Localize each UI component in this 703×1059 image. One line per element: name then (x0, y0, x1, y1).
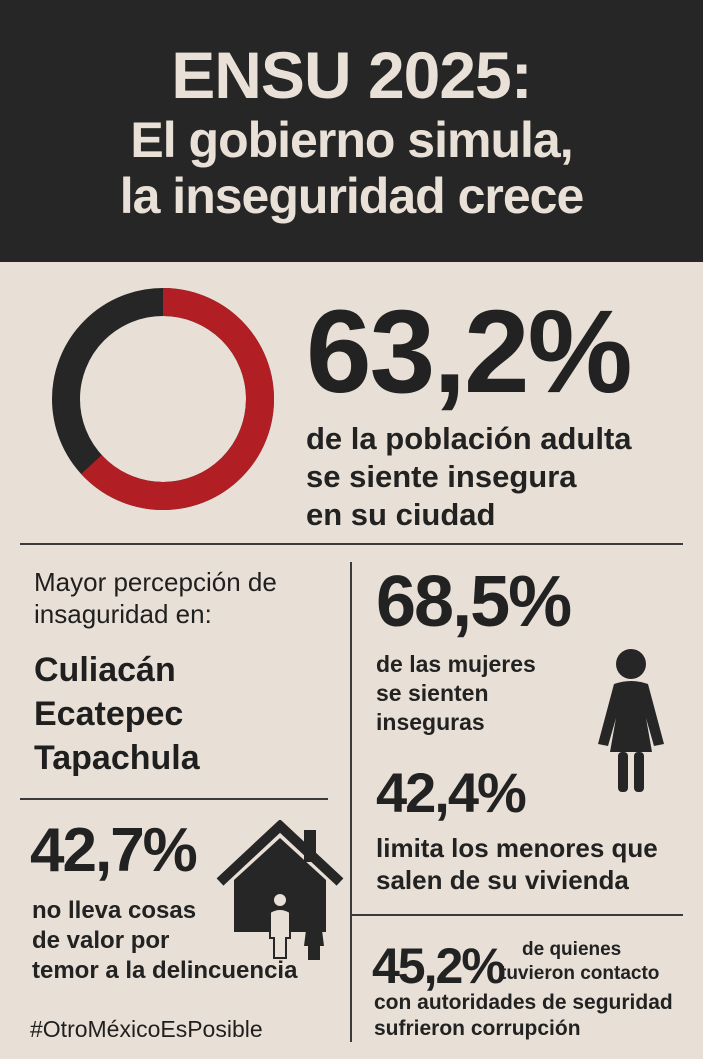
stat-valuables-text: no lleva cosas de valor por temor a la d… (32, 896, 352, 986)
stat-minors-line-2: salen de su vivienda (376, 865, 629, 895)
stat-corruption-line-1: con autoridades de seguridad (374, 991, 673, 1014)
stat-insecure-line-1: de la población adulta (306, 421, 632, 456)
perception-title-line-2: insaguridad en: (34, 599, 212, 629)
donut-chart (52, 288, 274, 510)
city-item: Tapachula (34, 739, 200, 777)
title-line-1: ENSU 2025: (171, 38, 533, 112)
divider-vertical (350, 562, 352, 1042)
divider-right-bottom (352, 914, 683, 916)
stat-corruption-inline-text: de quienes tuvieron contacto (500, 938, 690, 986)
house-family-icon (216, 820, 344, 960)
header-banner: ENSU 2025: El gobierno simula, la insegu… (0, 0, 703, 262)
divider-left-middle (20, 798, 328, 800)
divider-top (20, 543, 683, 545)
stat-women-line-1: de las mujeres (376, 651, 536, 677)
city-item: Culiacán (34, 651, 176, 689)
stat-women-percent: 68,5% (376, 562, 572, 642)
woman-icon (598, 649, 664, 792)
stat-valuables-line-3: temor a la delincuencia (32, 957, 298, 984)
stat-valuables-line-1: no lleva cosas (32, 897, 197, 924)
hashtag: #OtroMéxicoEsPosible (30, 1016, 263, 1042)
stat-insecure-line-3: en su ciudad (306, 497, 496, 532)
city-item: Ecatepec (34, 695, 184, 733)
stat-corruption-text: con autoridades de seguridad sufrieron c… (374, 990, 694, 1042)
title-line-2: El gobierno simula, (130, 112, 573, 168)
city-list: Culiacán Ecatepec Tapachula (34, 648, 200, 780)
stat-insecure-text: de la población adulta se siente insegur… (306, 420, 686, 534)
stat-women-text: de las mujeres se sienten inseguras (376, 650, 596, 737)
stat-corruption-percent: 45,2% (372, 938, 506, 994)
stat-minors-percent: 42,4% (376, 761, 527, 824)
stat-corruption-inline-line-2: tuvieron contacto (500, 963, 660, 984)
perception-title: Mayor percepción de insaguridad en: (34, 566, 344, 630)
stat-corruption-inline-line-1: de quienes (522, 939, 622, 960)
stat-insecure-line-2: se siente insegura (306, 459, 577, 494)
stat-women-line-2: se sienten (376, 680, 489, 706)
donut-arc-insecure (81, 288, 274, 510)
stat-minors-text: limita los menores que salen de su vivie… (376, 832, 696, 896)
stat-minors-line-1: limita los menores que (376, 833, 658, 863)
stat-valuables-line-2: de valor por (32, 927, 170, 954)
title-line-3: la inseguridad crece (119, 168, 585, 224)
perception-title-line-1: Mayor percepción de (34, 567, 277, 597)
stat-corruption-line-2: sufrieron corrupción (374, 1017, 581, 1040)
stat-valuables-percent: 42,7% (30, 816, 198, 885)
stat-women-line-3: inseguras (376, 709, 485, 735)
stat-insecure-percent: 63,2% (306, 286, 633, 418)
